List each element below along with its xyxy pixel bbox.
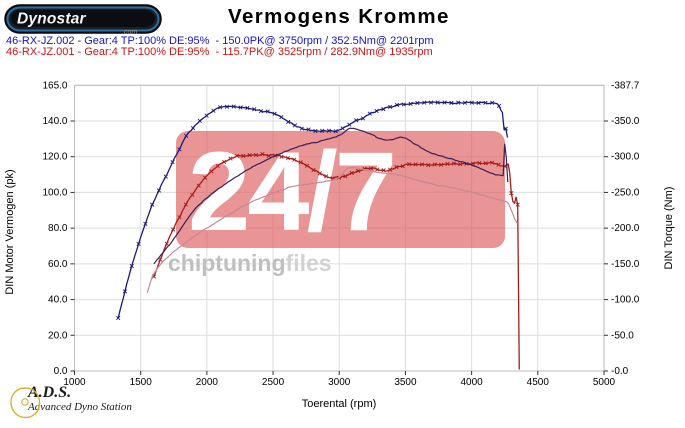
svg-text:DIN Torque (Nm): DIN Torque (Nm) <box>663 187 675 270</box>
svg-text:Toerental (rpm): Toerental (rpm) <box>302 398 377 410</box>
svg-text:DIN Motor Vermogen (pk): DIN Motor Vermogen (pk) <box>4 169 16 294</box>
